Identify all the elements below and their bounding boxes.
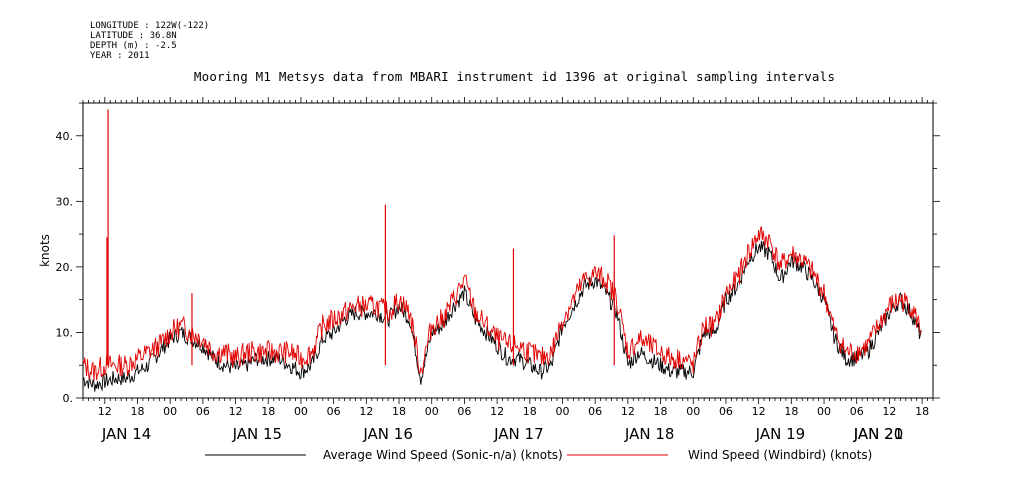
x-tick-label: 00 [163,405,177,418]
y-axis-label: knots [38,234,52,267]
x-day-label: JAN 19 [755,425,806,443]
data-series [82,109,922,392]
x-tick-label: 18 [261,405,275,418]
x-tick-label: 12 [98,405,112,418]
x-tick-label: 06 [850,405,864,418]
series-line-windbird [82,226,922,381]
axis-ticks [76,97,940,404]
x-tick-label: 12 [752,405,766,418]
x-tick-label: 18 [915,405,929,418]
legend-label-windbird: Wind Speed (Windbird) (knots) [688,448,872,462]
x-tick-label: 12 [229,405,243,418]
legend-label-average: Average Wind Speed (Sonic-n/a) (knots) [323,448,563,462]
x-tick-label: 12 [621,405,635,418]
x-tick-label: 00 [425,405,439,418]
depth-label: DEPTH (m) : -2.5 [90,41,177,51]
x-tick-label: 00 [555,405,569,418]
x-tick-label: 18 [392,405,406,418]
chart-title: Mooring M1 Metsys data from MBARI instru… [193,69,836,84]
x-tick-label: 00 [817,405,831,418]
x-tick-label: 06 [327,405,341,418]
axis-labels: 0. 10. 20. 30. 40. 12 18 00 06 12 18 00 06 12 18 00 06 12… [38,130,929,443]
x-tick-label: 12 [359,405,373,418]
x-tick-label: 12 [882,405,896,418]
y-tick-label: 30. [56,195,74,208]
x-tick-label: 06 [196,405,210,418]
legend: Average Wind Speed (Sonic-n/a) (knots) Wi… [205,448,872,462]
x-tick-label: 06 [457,405,471,418]
x-tick-label: 18 [784,405,798,418]
x-tick-label: 00 [294,405,308,418]
x-day-label: JAN 20 [853,425,904,443]
y-tick-label: 40. [56,130,74,143]
y-tick-label: 10. [56,326,74,339]
latitude-label: LATITUDE : 36.8N [90,31,177,41]
x-day-label: JAN 16 [362,425,413,443]
y-tick-label: 0. [63,392,74,405]
year-label: YEAR : 2011 [90,51,150,61]
x-tick-label: 06 [588,405,602,418]
station-metadata: LONGITUDE : 122W(-122) LATITUDE : 36.8N … [90,21,209,61]
x-day-label: JAN 15 [232,425,283,443]
x-day-label: JAN 17 [493,425,544,443]
x-tick-label: 18 [523,405,537,418]
x-tick-label: 18 [130,405,144,418]
x-tick-label: 12 [490,405,504,418]
y-tick-label: 20. [56,261,74,274]
x-tick-label: 18 [654,405,668,418]
longitude-label: LONGITUDE : 122W(-122) [90,21,210,31]
series-line-average [82,240,922,392]
x-day-label: JAN 21 [853,425,904,443]
x-day-label: JAN 18 [624,425,675,443]
x-tick-label: 00 [686,405,700,418]
x-tick-label: 06 [719,405,733,418]
x-day-label: JAN 14 [101,425,152,443]
